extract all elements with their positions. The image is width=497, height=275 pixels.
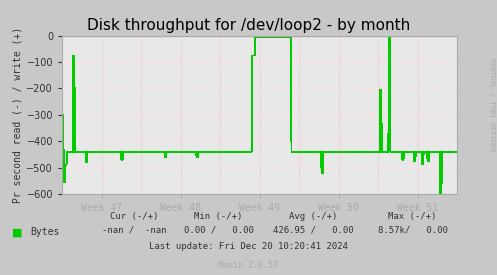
Text: -nan /  -nan: -nan / -nan xyxy=(102,226,166,234)
Text: Avg (-/+): Avg (-/+) xyxy=(289,212,337,221)
Text: 0.00 /   0.00: 0.00 / 0.00 xyxy=(184,226,253,234)
Text: Min (-/+): Min (-/+) xyxy=(194,212,243,221)
Text: 426.95 /   0.00: 426.95 / 0.00 xyxy=(273,226,353,234)
Y-axis label: Pr second read (-) / write (+): Pr second read (-) / write (+) xyxy=(12,27,22,203)
Text: Disk throughput for /dev/loop2 - by month: Disk throughput for /dev/loop2 - by mont… xyxy=(87,18,410,33)
Text: 8.57k/   0.00: 8.57k/ 0.00 xyxy=(378,226,447,234)
Text: RRDTOOL / TOBI OETIKER: RRDTOOL / TOBI OETIKER xyxy=(489,58,495,151)
Text: Bytes: Bytes xyxy=(30,227,59,237)
Text: Max (-/+): Max (-/+) xyxy=(388,212,437,221)
Text: Cur (-/+): Cur (-/+) xyxy=(110,212,159,221)
Text: Munin 2.0.57: Munin 2.0.57 xyxy=(219,261,278,270)
Text: Last update: Fri Dec 20 10:20:41 2024: Last update: Fri Dec 20 10:20:41 2024 xyxy=(149,242,348,251)
Text: ■: ■ xyxy=(12,227,23,237)
